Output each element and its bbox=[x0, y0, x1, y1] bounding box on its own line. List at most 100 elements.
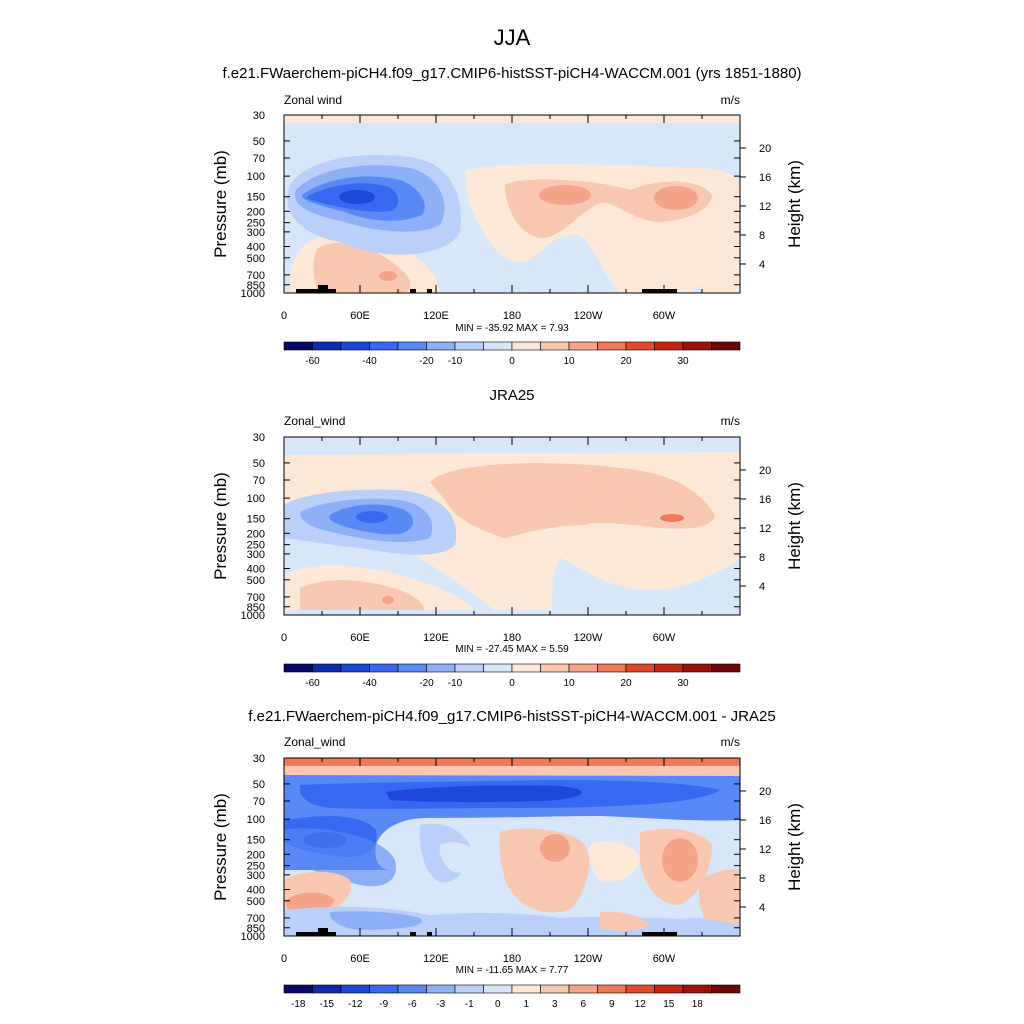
colorbar-swatch bbox=[454, 984, 484, 994]
colorbar-swatch bbox=[483, 984, 513, 994]
colorbar-swatch bbox=[312, 663, 342, 673]
y-tick-label: 100 bbox=[247, 814, 265, 826]
x-tick-label: 60E bbox=[350, 632, 370, 644]
y2-tick-label: 12 bbox=[759, 523, 771, 535]
colorbar-swatch bbox=[597, 984, 627, 994]
x-tick-label: 120W bbox=[574, 953, 603, 965]
colorbar-swatch bbox=[454, 341, 484, 351]
colorbar-label: 1 bbox=[523, 999, 529, 1010]
y-tick-label: 200 bbox=[247, 849, 265, 861]
colorbar-label: -1 bbox=[465, 999, 474, 1010]
colorbar-label: -6 bbox=[408, 999, 417, 1010]
x-tick-label: 180 bbox=[503, 953, 521, 965]
colorbar-label: 9 bbox=[609, 999, 615, 1010]
colorbar-label: 12 bbox=[635, 999, 647, 1010]
y-tick-label: 850 bbox=[247, 602, 265, 614]
x-tick-label: 120E bbox=[423, 953, 449, 965]
colorbar-swatch bbox=[312, 984, 342, 994]
y-tick-label: 500 bbox=[247, 896, 265, 908]
y-tick-label: 100 bbox=[247, 493, 265, 505]
colorbar-swatch bbox=[711, 663, 741, 673]
colorbar-label: -60 bbox=[305, 356, 320, 367]
colorbar-swatch bbox=[283, 663, 313, 673]
y2-tick-label: 4 bbox=[759, 902, 765, 914]
x-tick-label: 0 bbox=[281, 632, 287, 644]
y-tick-label: 50 bbox=[253, 458, 265, 470]
colorbar-swatch bbox=[625, 341, 655, 351]
colorbar-label: -15 bbox=[320, 999, 335, 1010]
colorbar-label: -12 bbox=[348, 999, 363, 1010]
panel-2-y2label: Height (km) bbox=[785, 482, 804, 570]
y2-tick-label: 4 bbox=[759, 581, 765, 593]
colorbar-swatch bbox=[340, 663, 370, 673]
y-tick-label: 200 bbox=[247, 206, 265, 218]
panel-1-title: f.e21.FWaerchem-piCH4.f09_g17.CMIP6-hist… bbox=[222, 65, 801, 82]
colorbar-swatch bbox=[654, 984, 684, 994]
colorbar-swatch bbox=[312, 341, 342, 351]
panel-1-right-label: m/s bbox=[721, 93, 740, 107]
y-tick-label: 30 bbox=[253, 110, 265, 122]
colorbar-swatch bbox=[711, 341, 741, 351]
panel-1-left-label: Zonal wind bbox=[284, 93, 342, 107]
x-tick-label: 120W bbox=[574, 310, 603, 322]
colorbar-label: 18 bbox=[692, 999, 704, 1010]
colorbar-swatch bbox=[283, 984, 313, 994]
panel-2-y2-axis: 20 16 12 8 4 bbox=[740, 465, 771, 593]
panel-1-y2-axis: 20 16 12 8 4 bbox=[740, 143, 771, 271]
y-tick-label: 70 bbox=[253, 796, 265, 808]
panel-3-x-axis: 0 60E 120E 180 120W 60W bbox=[281, 758, 741, 965]
colorbar-swatch bbox=[540, 341, 570, 351]
colorbar-swatch bbox=[483, 663, 513, 673]
panel-1-colorbar: -60 -40 -20 -10 0 10 20 30 bbox=[283, 341, 741, 367]
colorbar-label: -10 bbox=[448, 678, 463, 689]
x-tick-label: 180 bbox=[503, 310, 521, 322]
colorbar-swatch bbox=[397, 663, 427, 673]
colorbar-swatch bbox=[625, 984, 655, 994]
colorbar-label: 20 bbox=[620, 678, 632, 689]
y2-tick-label: 16 bbox=[759, 815, 771, 827]
y-tick-label: 70 bbox=[253, 475, 265, 487]
panel-3-left-label: Zonal_wind bbox=[284, 735, 345, 749]
panel-3-stats: MIN = -11.65 MAX = 7.77 bbox=[456, 965, 569, 976]
panel-1-x-axis: 0 60E 120E 180 120W 60W bbox=[281, 115, 741, 322]
y-tick-label: 250 bbox=[247, 218, 265, 230]
panel-3-ylabel: Pressure (mb) bbox=[211, 793, 230, 901]
y-tick-label: 850 bbox=[247, 923, 265, 935]
colorbar-label: -40 bbox=[362, 356, 377, 367]
panel-2-stats: MIN = -27.45 MAX = 5.59 bbox=[455, 644, 569, 655]
panel-3-title: f.e21.FWaerchem-piCH4.f09_g17.CMIP6-hist… bbox=[248, 708, 775, 725]
y-tick-label: 850 bbox=[247, 280, 265, 292]
panel-3: f.e21.FWaerchem-piCH4.f09_g17.CMIP6-hist… bbox=[211, 708, 804, 1010]
colorbar-swatch bbox=[426, 984, 456, 994]
colorbar-swatch bbox=[483, 341, 513, 351]
colorbar-label: -40 bbox=[362, 678, 377, 689]
x-tick-label: 120E bbox=[423, 310, 449, 322]
colorbar-label: -18 bbox=[291, 999, 306, 1010]
panel-2-ylabel: Pressure (mb) bbox=[211, 472, 230, 580]
x-tick-label: 0 bbox=[281, 953, 287, 965]
panel-1-y2label: Height (km) bbox=[785, 160, 804, 248]
panel-2-contour-field bbox=[284, 437, 740, 615]
panel-3-right-label: m/s bbox=[721, 735, 740, 749]
colorbar-swatch bbox=[568, 341, 598, 351]
colorbar-swatch bbox=[568, 663, 598, 673]
y-tick-label: 250 bbox=[247, 540, 265, 552]
y-tick-label: 400 bbox=[247, 884, 265, 896]
y-tick-label: 70 bbox=[253, 153, 265, 165]
colorbar-swatch bbox=[369, 341, 399, 351]
colorbar-label: -60 bbox=[305, 678, 320, 689]
colorbar-swatch bbox=[597, 341, 627, 351]
colorbar-swatch bbox=[540, 984, 570, 994]
y2-tick-label: 8 bbox=[759, 873, 765, 885]
colorbar-swatch bbox=[511, 663, 541, 673]
y-tick-label: 700 bbox=[247, 913, 265, 925]
colorbar-swatch bbox=[283, 341, 313, 351]
colorbar-swatch bbox=[540, 663, 570, 673]
colorbar-label: 30 bbox=[677, 678, 689, 689]
x-tick-label: 180 bbox=[503, 632, 521, 644]
colorbar-label: 0 bbox=[509, 678, 515, 689]
panel-2-x-axis: 0 60E 120E 180 120W 60W bbox=[281, 437, 741, 644]
